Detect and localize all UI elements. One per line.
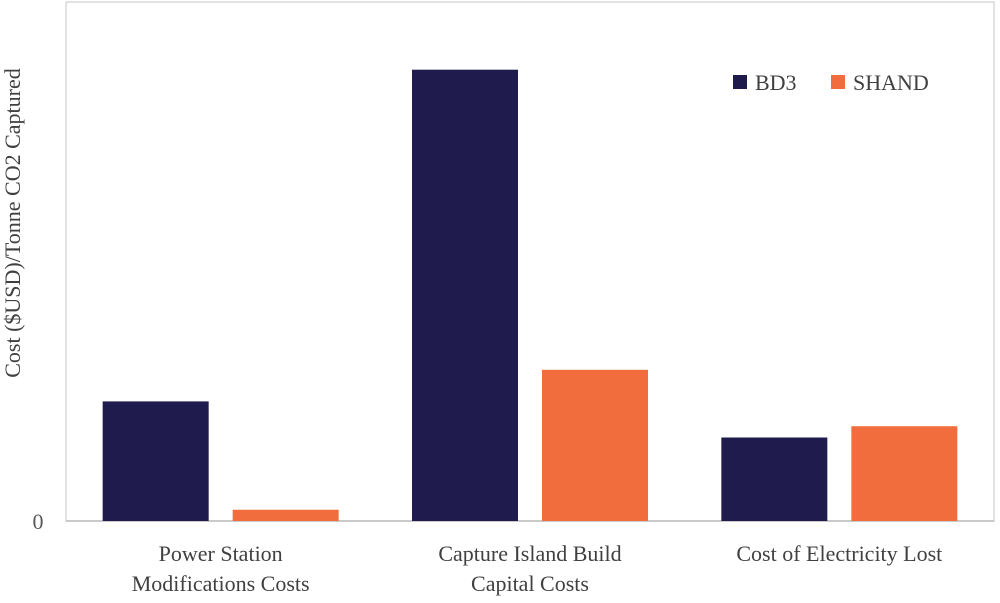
bar-bd3-0 <box>102 401 209 521</box>
legend-label-bd3: BD3 <box>755 70 797 95</box>
category-label-1-line-0: Capture Island Build <box>438 541 621 566</box>
category-label-2-line-0: Cost of Electricity Lost <box>736 541 942 566</box>
bar-shand-2 <box>851 426 958 521</box>
bar-shand-1 <box>542 369 648 521</box>
y-tick-label-0: 0 <box>33 509 44 534</box>
bar-shand-0 <box>232 509 339 521</box>
legend-swatch-bd3 <box>733 75 747 89</box>
y-axis-title: Cost ($USD)/Tonne CO2 Captured <box>0 68 25 378</box>
category-labels: Power Station Modifications Costs Capture … <box>132 541 943 596</box>
category-label-1-line-1: Capital Costs <box>471 571 589 596</box>
bar-bd3-2 <box>721 437 828 521</box>
bars-group <box>102 69 958 522</box>
legend-label-shand: SHAND <box>853 70 929 95</box>
legend-swatch-shand <box>831 75 845 89</box>
legend: BD3 SHAND <box>733 70 929 95</box>
bar-bd3-1 <box>412 69 518 522</box>
category-label-0-line-0: Power Station <box>159 541 283 566</box>
category-label-0-line-1: Modifications Costs <box>132 571 310 596</box>
